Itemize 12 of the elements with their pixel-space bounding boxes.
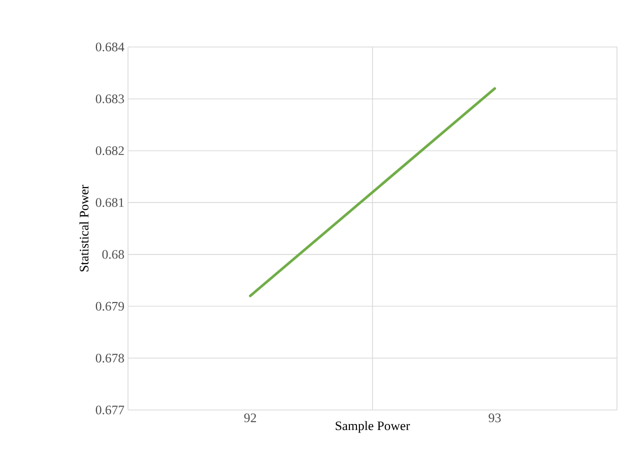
y-tick-label: 0.683 <box>96 94 124 104</box>
x-tick-label: 92 <box>244 414 256 422</box>
y-tick-label: 0.678 <box>96 354 124 363</box>
y-tick-label: 0.677 <box>96 406 124 414</box>
y-tick-label: 0.684 <box>96 42 124 52</box>
y-tick-label: 0.682 <box>96 146 124 156</box>
y-axis-title: Statistical Power <box>79 184 88 272</box>
x-axis-title: Sample Power <box>336 421 410 433</box>
y-tick-label: 0.679 <box>96 302 124 311</box>
y-tick-label: 0.68 <box>102 250 124 259</box>
x-tick-label: 93 <box>488 414 501 422</box>
y-tick-label: 0.681 <box>96 198 124 207</box>
